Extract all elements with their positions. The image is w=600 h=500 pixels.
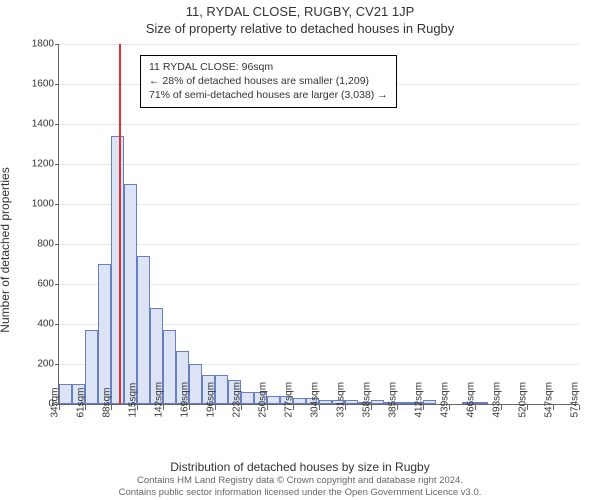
histogram-bar xyxy=(59,384,72,404)
y-axis-label: Number of detached properties xyxy=(0,167,12,332)
ytick-mark xyxy=(55,204,59,205)
annotation-line: 71% of semi-detached houses are larger (… xyxy=(149,88,388,102)
gridline-h xyxy=(59,124,579,125)
ytick-label: 1600 xyxy=(14,79,54,90)
histogram-bar xyxy=(85,330,98,404)
ytick-mark xyxy=(55,364,59,365)
ytick-mark xyxy=(55,324,59,325)
ytick-mark xyxy=(55,84,59,85)
subject-marker-line xyxy=(119,44,121,404)
ytick-label: 0 xyxy=(14,399,54,410)
histogram-bar xyxy=(163,330,176,404)
ytick-label: 800 xyxy=(14,239,54,250)
histogram-bar xyxy=(241,392,254,404)
ytick-label: 600 xyxy=(14,279,54,290)
ytick-mark xyxy=(55,244,59,245)
histogram-bar xyxy=(111,136,124,404)
histogram-bar xyxy=(397,402,410,404)
ytick-label: 200 xyxy=(14,359,54,370)
histogram-bar xyxy=(423,400,436,404)
x-axis-label: Distribution of detached houses by size … xyxy=(0,460,600,474)
histogram-bar xyxy=(319,400,332,404)
histogram-bar xyxy=(267,396,280,404)
chart-title-sub: Size of property relative to detached ho… xyxy=(0,19,600,36)
ytick-label: 1200 xyxy=(14,159,54,170)
chart-footer: Contains HM Land Registry data © Crown c… xyxy=(0,475,600,498)
attribution-line-1: Contains HM Land Registry data © Crown c… xyxy=(0,475,600,486)
gridline-h xyxy=(59,44,579,45)
ytick-mark xyxy=(55,44,59,45)
annotation-line: ← 28% of detached houses are smaller (1,… xyxy=(149,74,388,88)
histogram-bar xyxy=(98,264,111,404)
ytick-label: 1000 xyxy=(14,199,54,210)
ytick-mark xyxy=(55,284,59,285)
histogram-bar xyxy=(345,400,358,404)
histogram-bar xyxy=(215,375,228,404)
histogram-bar xyxy=(124,184,137,404)
ytick-mark xyxy=(55,164,59,165)
annotation-box: 11 RYDAL CLOSE: 96sqm← 28% of detached h… xyxy=(140,55,397,108)
chart-title-main: 11, RYDAL CLOSE, RUGBY, CV21 1JP xyxy=(0,0,600,19)
ytick-label: 1800 xyxy=(14,39,54,50)
histogram-bar xyxy=(371,400,384,404)
gridline-h xyxy=(59,244,579,245)
histogram-bar xyxy=(189,364,202,404)
plot-area: 11 RYDAL CLOSE: 96sqm← 28% of detached h… xyxy=(58,44,579,405)
attribution-line-2: Contains public sector information licen… xyxy=(0,487,600,498)
histogram-bar xyxy=(293,398,306,404)
gridline-h xyxy=(59,204,579,205)
gridline-h xyxy=(59,164,579,165)
ytick-label: 1400 xyxy=(14,119,54,130)
annotation-line: 11 RYDAL CLOSE: 96sqm xyxy=(149,60,388,74)
histogram-bar xyxy=(137,256,150,404)
ytick-mark xyxy=(55,124,59,125)
histogram-bar xyxy=(475,402,488,404)
chart-container: 11, RYDAL CLOSE, RUGBY, CV21 1JP Size of… xyxy=(0,0,600,500)
ytick-label: 400 xyxy=(14,319,54,330)
